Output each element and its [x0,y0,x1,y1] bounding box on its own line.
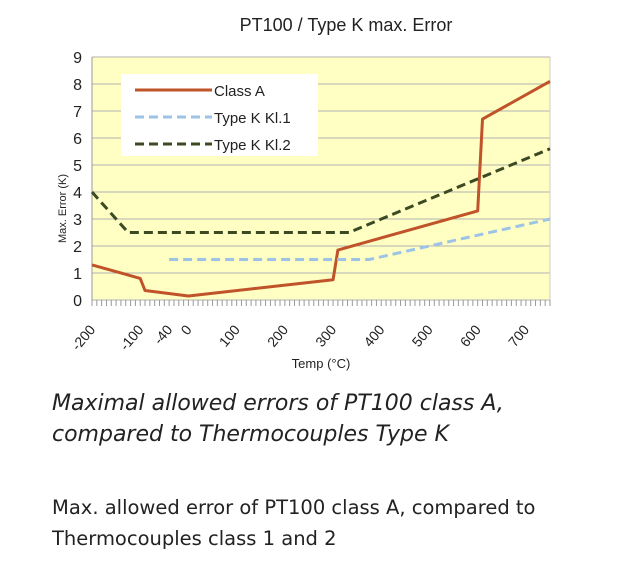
legend-label: Class A [214,83,265,100]
y-tick-label: 3 [73,212,82,229]
chart: PT100 / Type K max. Error0123456789-200-… [57,15,551,371]
series-line-class-a [91,79,551,298]
x-axis-label: Temp (°C) [292,356,351,371]
x-tick-label: 600 [457,321,484,349]
x-tick-label: -40 [150,321,175,347]
x-tick-label: -200 [68,321,98,353]
x-tick-label: 500 [409,321,436,349]
x-tick-label: 100 [216,321,243,349]
series-line-type-k-kl-1 [169,217,551,261]
legend-box [121,74,318,156]
y-tick-label: 7 [73,104,82,121]
legend-label: Type K Kl.2 [214,137,291,154]
x-tick-label: 0 [177,321,194,337]
y-tick-label: 2 [73,239,82,256]
y-axis-label: Max. Error (K) [57,174,69,243]
x-tick-label: 700 [505,321,532,349]
x-tick-label: -100 [116,321,146,353]
y-tick-label: 9 [73,50,82,67]
y-tick-label: 8 [73,77,82,94]
y-tick-label: 4 [73,185,82,202]
caption-normal: Max. allowed error of PT100 class A, com… [52,496,536,550]
y-tick-label: 5 [73,158,82,175]
legend-label: Type K Kl.1 [214,110,291,127]
series-line-type-k-kl-2 [90,147,551,234]
y-tick-label: 1 [73,266,82,283]
x-tick-label: 200 [264,321,291,349]
chart-title: PT100 / Type K max. Error [240,15,453,35]
x-tick-label: 400 [360,321,387,349]
x-tick-label: 300 [312,321,339,349]
y-tick-label: 0 [73,293,82,310]
y-tick-label: 6 [73,131,82,148]
caption-italic: Maximal allowed errors of PT100 class A,… [52,391,504,447]
